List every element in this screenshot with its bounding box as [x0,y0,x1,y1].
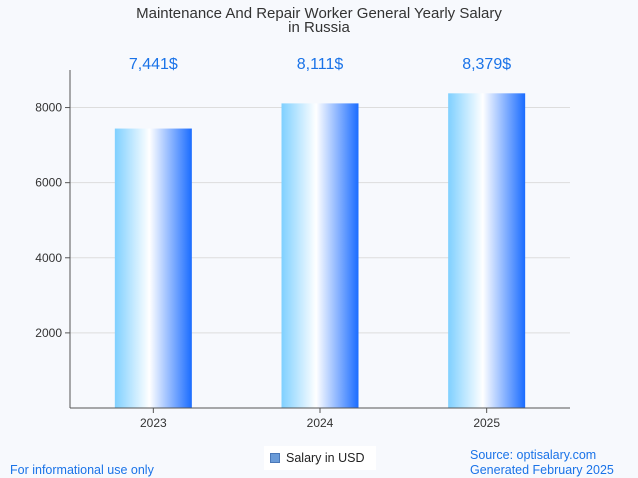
x-tick-label: 2025 [473,416,500,430]
y-tick-label: 4000 [35,251,62,265]
x-tick-label: 2023 [140,416,167,430]
data-label: 7,441$ [129,56,178,73]
data-labels: 7,441$ 8,111$ 8,379$ [129,56,511,73]
y-tick-label: 2000 [35,326,62,340]
data-label: 8,379$ [462,56,511,73]
footer-source-block: Source: optisalary.com Generated Februar… [470,448,614,478]
bar-2023 [114,128,192,408]
bar-2024 [281,103,359,408]
footer-source: Source: optisalary.com [470,448,597,462]
axes: 2000 4000 6000 8000 2023 2024 2025 [35,70,570,430]
legend-swatch [270,453,280,463]
chart-subtitle: in Russia [288,19,350,36]
y-tick-label: 8000 [35,101,62,115]
legend-label: Salary in USD [286,451,365,465]
footer-note: For informational use only [10,463,154,477]
bar-2025 [448,93,526,409]
footer-generated: Generated February 2025 [470,463,614,477]
y-tick-label: 6000 [35,176,62,190]
data-label: 8,111$ [297,56,344,73]
x-tick-label: 2024 [307,416,334,430]
bars [114,93,526,409]
legend: Salary in USD [264,446,376,470]
chart-title: Maintenance And Repair Worker General Ye… [136,5,502,22]
